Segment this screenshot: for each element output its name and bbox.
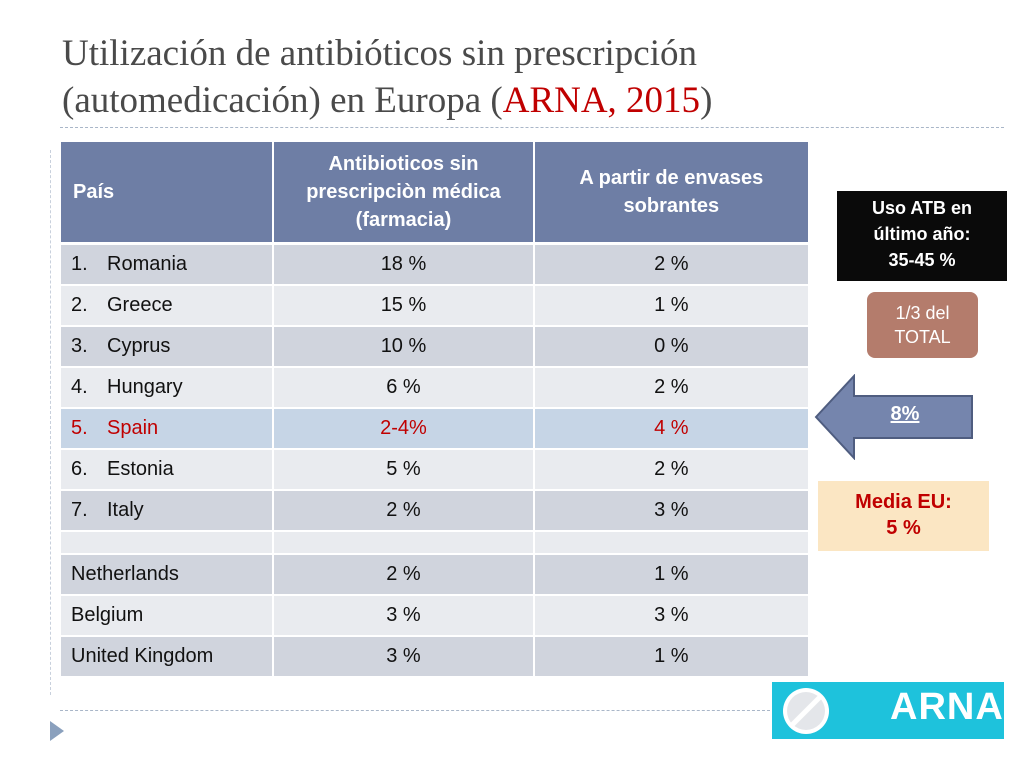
country-cell: Belgium xyxy=(61,595,275,637)
country-name: Estonia xyxy=(107,458,174,480)
table-spacer-row xyxy=(61,531,811,555)
row-number: 4. xyxy=(71,376,88,398)
header-country: País xyxy=(61,142,275,245)
one-third-line-1: 1/3 del xyxy=(895,303,950,323)
leftover-cell: 0 % xyxy=(533,326,811,368)
leftover-cell: 1 % xyxy=(533,285,811,327)
pharmacy-cell: 3 % xyxy=(273,636,535,678)
left-arrow-icon xyxy=(814,374,973,460)
row-number: 6. xyxy=(71,458,88,480)
table-row: Belgium 3 % 3 % xyxy=(61,595,811,637)
leftover-cell: 2 % xyxy=(533,367,811,409)
empty-cell xyxy=(61,531,275,555)
antibiotic-table: País Antibioticos sin prescripciòn médic… xyxy=(61,142,811,678)
table-row: 6. Estonia 5 % 2 % xyxy=(61,449,811,491)
country-cell: 6. Estonia xyxy=(61,449,275,491)
atb-usage-line-1: Uso ATB en xyxy=(871,198,972,218)
atb-usage-line-2: último año: xyxy=(873,224,971,244)
country-cell: 5. Spain xyxy=(61,408,275,450)
country-name: Cyprus xyxy=(107,335,171,357)
empty-cell xyxy=(533,531,811,555)
leftover-cell: 4 % xyxy=(533,408,811,450)
title-line-2-start: (automedicación) en Europa ( xyxy=(62,80,503,121)
pharmacy-cell: 2-4% xyxy=(273,408,535,450)
pharmacy-cell: 2 % xyxy=(273,490,535,532)
title-source: ARNA, 2015 xyxy=(502,80,701,121)
one-third-line-2: TOTAL xyxy=(894,327,951,347)
pill-icon xyxy=(783,688,829,734)
atb-usage-line-3: 35-45 % xyxy=(888,250,956,270)
eu-average-box: Media EU: 5 % xyxy=(818,481,989,551)
bullet-arrow-icon xyxy=(50,721,64,741)
pharmacy-cell: 2 % xyxy=(273,554,535,596)
table-row: 7. Italy 2 % 3 % xyxy=(61,490,811,532)
table-row: 4. Hungary 6 % 2 % xyxy=(61,367,811,409)
pharmacy-cell: 6 % xyxy=(273,367,535,409)
arrow-label: 8% xyxy=(890,403,920,425)
table-row: Netherlands 2 % 1 % xyxy=(61,554,811,596)
leftover-cell: 3 % xyxy=(533,595,811,637)
table-row-highlighted: 5. Spain 2-4% 4 % xyxy=(61,408,811,450)
eu-average-line-1: Media EU: xyxy=(855,491,952,513)
empty-cell xyxy=(273,531,535,555)
country-cell: United Kingdom xyxy=(61,636,275,678)
eu-average-line-2: 5 % xyxy=(886,517,921,539)
country-cell: Netherlands xyxy=(61,554,275,596)
leftover-cell: 3 % xyxy=(533,490,811,532)
table-row: 3. Cyprus 10 % 0 % xyxy=(61,326,811,368)
table-header-row: País Antibioticos sin prescripciòn médic… xyxy=(61,142,811,245)
country-cell: 4. Hungary xyxy=(61,367,275,409)
footer-divider xyxy=(60,710,770,711)
header-leftover: A partir de envases sobrantes xyxy=(533,142,811,245)
pharmacy-cell: 18 % xyxy=(273,243,535,286)
row-number: 5. xyxy=(71,417,88,439)
side-divider xyxy=(50,150,51,695)
header-pharmacy: Antibioticos sin prescripciòn médica (fa… xyxy=(273,142,535,245)
pharmacy-cell: 5 % xyxy=(273,449,535,491)
slide-title: Utilización de antibióticos sin prescrip… xyxy=(62,30,962,124)
leftover-cell: 2 % xyxy=(533,449,811,491)
title-divider xyxy=(60,127,1004,128)
country-name: Italy xyxy=(107,499,144,521)
pharmacy-cell: 3 % xyxy=(273,595,535,637)
row-number: 2. xyxy=(71,294,88,316)
country-name: Romania xyxy=(107,253,188,275)
leftover-cell: 2 % xyxy=(533,243,811,286)
table-row: 1. Romania 18 % 2 % xyxy=(61,243,811,286)
country-name: Greece xyxy=(107,294,173,316)
title-line-2-end: ) xyxy=(700,80,713,121)
table-row: 2. Greece 15 % 1 % xyxy=(61,285,811,327)
pharmacy-cell: 15 % xyxy=(273,285,535,327)
one-third-box: 1/3 del TOTAL xyxy=(867,292,978,358)
leftover-cell: 1 % xyxy=(533,636,811,678)
country-cell: 1. Romania xyxy=(61,243,275,286)
row-number: 7. xyxy=(71,499,88,521)
table-row: United Kingdom 3 % 1 % xyxy=(61,636,811,678)
country-cell: 3. Cyprus xyxy=(61,326,275,368)
title-line-2: (automedicación) en Europa (ARNA, 2015) xyxy=(62,77,962,124)
row-number: 3. xyxy=(71,335,88,357)
title-line-1: Utilización de antibióticos sin prescrip… xyxy=(62,33,697,74)
atb-usage-box: Uso ATB en último año: 35-45 % xyxy=(837,191,1007,281)
pharmacy-cell: 10 % xyxy=(273,326,535,368)
country-cell: 2. Greece xyxy=(61,285,275,327)
logo-text: ARNA xyxy=(890,686,1004,728)
leftover-cell: 1 % xyxy=(533,554,811,596)
country-cell: 7. Italy xyxy=(61,490,275,532)
row-number: 1. xyxy=(71,253,88,275)
country-name: Hungary xyxy=(107,376,183,398)
country-name: Spain xyxy=(107,417,159,439)
